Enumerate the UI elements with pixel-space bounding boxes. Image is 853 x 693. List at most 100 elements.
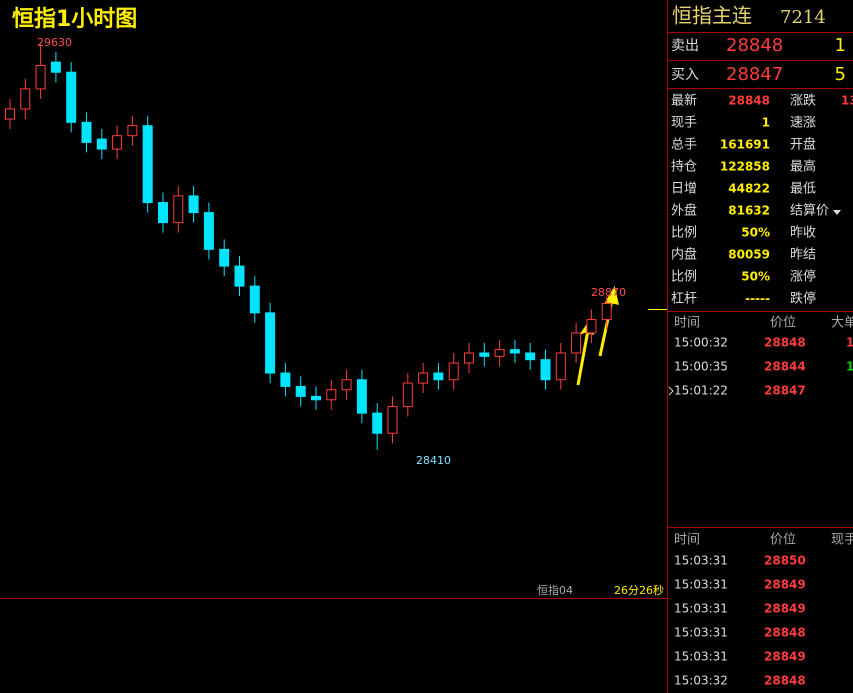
- stat-value: 50%: [741, 270, 770, 284]
- quote-label: 卖出: [671, 38, 699, 54]
- stat-value: 28848: [728, 94, 770, 108]
- candle-body: [311, 395, 321, 401]
- candle-body: [35, 65, 46, 90]
- time-cell: 15:03:31: [674, 554, 728, 568]
- stat-label: 内盘: [671, 247, 697, 263]
- instrument-code: 7214: [780, 7, 826, 28]
- stat-label: 最低: [790, 182, 816, 197]
- stat-label: 速涨: [790, 116, 816, 131]
- candle-body: [142, 125, 153, 204]
- stat-label: 现手: [671, 116, 697, 131]
- quote-price: 28848: [726, 35, 783, 56]
- candle-body: [601, 303, 612, 321]
- candle-body: [479, 352, 490, 357]
- stat-label: 最高: [790, 159, 816, 175]
- candle-body: [402, 382, 413, 407]
- stat-label: 开盘: [790, 137, 816, 153]
- candle-body: [341, 379, 352, 391]
- stat-label: 杠杆: [671, 291, 697, 307]
- candle-body: [525, 352, 536, 361]
- column-header: 时间: [674, 533, 700, 548]
- column-header: 现手: [831, 533, 853, 548]
- stat-label: 比例: [671, 270, 697, 285]
- price-cell: 28848: [764, 674, 806, 688]
- stat-label: 总手: [671, 138, 697, 153]
- candle-body: [540, 359, 551, 381]
- stat-value: 50%: [741, 226, 770, 240]
- candle-body: [219, 248, 230, 267]
- time-cell: 15:03:31: [674, 626, 728, 640]
- candle-body: [555, 352, 566, 381]
- time-cell: 15:00:32: [674, 336, 728, 350]
- stat-label: 昨收: [790, 226, 816, 241]
- instrument-name: 恒指主连: [672, 4, 752, 28]
- volume-cell: 1: [846, 360, 853, 374]
- candle-body: [158, 202, 168, 224]
- time-cell: 15:03:31: [674, 650, 728, 664]
- stat-value: 80059: [728, 248, 770, 262]
- stat-value: 161691: [720, 138, 770, 152]
- dropdown-icon[interactable]: [833, 210, 841, 215]
- candle-body: [571, 332, 582, 354]
- candle-body: [464, 352, 474, 364]
- stat-label: 外盘: [671, 203, 697, 219]
- stat-label: 涨跌: [790, 93, 816, 109]
- candle-body: [20, 88, 31, 110]
- row-marker: [668, 386, 674, 396]
- low-label: 28410: [416, 454, 451, 467]
- candle-body: [372, 412, 383, 434]
- candle-body: [265, 312, 276, 374]
- stat-value: 13: [841, 94, 853, 108]
- stat-label: 持仓: [671, 160, 697, 175]
- candle-body: [96, 138, 107, 150]
- column-header: 大单: [831, 316, 853, 331]
- stat-label: 昨结: [790, 248, 816, 263]
- price-cell: 28848: [764, 336, 806, 350]
- candle-body: [188, 195, 199, 214]
- quote-volume: 5: [835, 64, 846, 85]
- candle-body: [433, 372, 444, 381]
- candle-body: [234, 265, 245, 287]
- time-cell: 15:00:35: [674, 360, 728, 374]
- quote-price: 28847: [726, 64, 783, 85]
- timer: 26分26秒: [614, 583, 664, 597]
- stat-label: 日增: [671, 182, 697, 197]
- price-cell: 28849: [764, 578, 806, 592]
- candle-body: [173, 195, 184, 224]
- stat-value: 44822: [728, 182, 770, 196]
- high-label: 29630: [37, 36, 72, 49]
- candle-body: [356, 379, 367, 414]
- column-header: 时间: [674, 316, 700, 331]
- price-cell: 28848: [764, 626, 806, 640]
- time-cell: 15:01:22: [674, 384, 728, 398]
- price-cell: 28849: [764, 602, 806, 616]
- candle-body: [418, 372, 429, 384]
- candle-body: [5, 108, 15, 120]
- price-cell: 28849: [764, 650, 806, 664]
- stat-value: 81632: [728, 204, 770, 218]
- candle-body: [249, 285, 260, 314]
- candle-body: [326, 389, 337, 401]
- stat-value: 122858: [720, 160, 770, 174]
- candle-body: [280, 372, 291, 387]
- volume-cell: 1: [846, 336, 853, 350]
- recent-high-label: 28870: [591, 286, 626, 299]
- time-cell: 15:03:31: [674, 602, 728, 616]
- time-cell: 15:03:32: [674, 674, 728, 688]
- column-header: 价位: [770, 316, 796, 331]
- candle-body: [50, 61, 61, 73]
- stat-value: 1: [762, 116, 770, 130]
- quote-volume: 1: [835, 35, 846, 56]
- stat-label: 结算价: [790, 204, 829, 219]
- stat-label: 跌停: [790, 291, 816, 307]
- legend-text: 恒指04: [537, 583, 573, 597]
- candle-body: [66, 71, 77, 123]
- candle-body: [112, 135, 123, 150]
- stat-label: 比例: [671, 226, 697, 241]
- candle-body: [203, 212, 214, 250]
- candle-body: [81, 121, 92, 143]
- stat-label: 最新: [671, 93, 697, 109]
- price-cell: 28850: [764, 554, 806, 568]
